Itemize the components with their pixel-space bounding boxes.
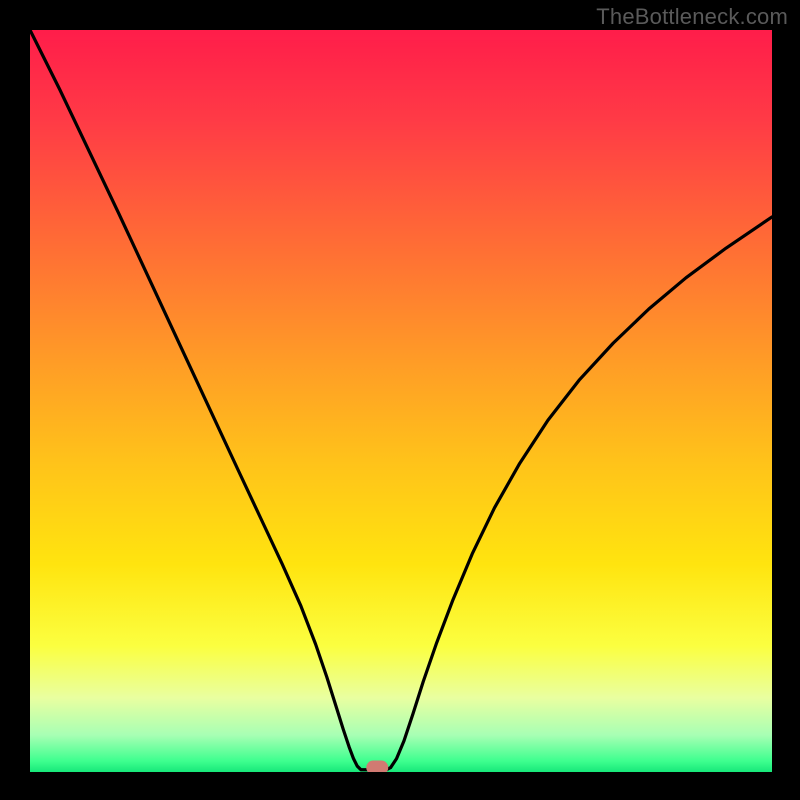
watermark-text: TheBottleneck.com [596,4,788,30]
chart-frame: TheBottleneck.com [0,0,800,800]
frame-border-left [0,0,30,800]
frame-border-right [772,0,800,800]
chart-svg [0,0,800,800]
frame-border-bottom [0,772,800,800]
bottleneck-curve [30,30,772,770]
